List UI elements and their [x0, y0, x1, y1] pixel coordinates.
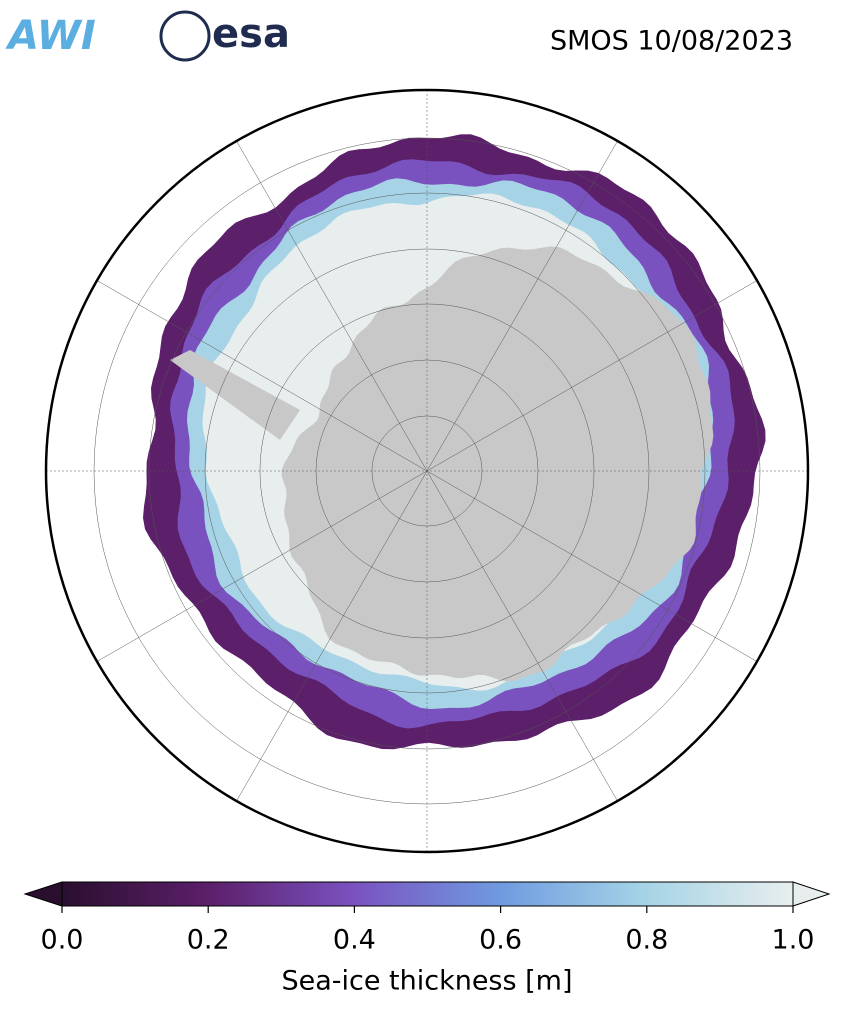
antarctica	[281, 246, 714, 682]
colorbar-label: Sea-ice thickness [m]	[281, 966, 572, 997]
colorbar-tick-label: 0.0	[41, 925, 84, 956]
colorbar: 0.0 0.2 0.4 0.6 0.8 1.0	[23, 881, 831, 956]
awi-logo: AWI	[5, 13, 96, 59]
esa-logo-mark	[159, 10, 211, 62]
logos: AWI esa	[5, 10, 290, 62]
colorbar-tick-label: 1.0	[772, 925, 815, 956]
graticule-meridian	[96, 280, 758, 662]
colorbar-tick-label: 0.8	[625, 925, 668, 956]
graticule-circle	[148, 192, 706, 750]
map	[46, 90, 808, 852]
esa-logo: esa	[212, 11, 290, 57]
colorbar-tick-label: 0.4	[333, 925, 376, 956]
map-frame	[44, 88, 810, 854]
colorbar-gradient	[62, 882, 793, 906]
colorbar-tick-label: 0.6	[479, 925, 522, 956]
graticule-circle	[204, 248, 650, 694]
colorbar-extend-low	[23, 881, 63, 907]
colorbar-tick-label: 0.2	[187, 925, 230, 956]
title: SMOS 10/08/2023	[550, 26, 793, 57]
antarctic-peninsula	[170, 350, 300, 440]
colorbar-extend-high	[792, 881, 831, 907]
colorbar-frame	[61, 881, 794, 907]
